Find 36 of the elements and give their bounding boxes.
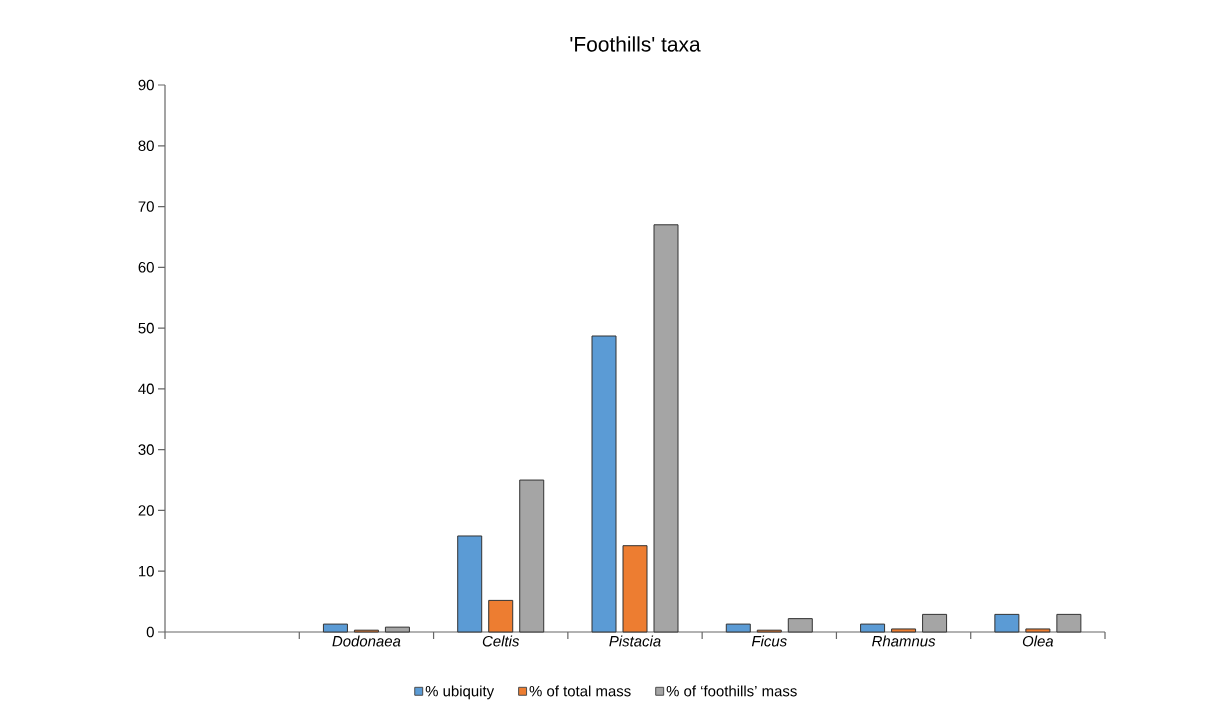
bar bbox=[653, 224, 679, 633]
bar bbox=[1056, 613, 1082, 633]
bar bbox=[384, 626, 410, 633]
bar bbox=[725, 623, 751, 633]
bar bbox=[787, 618, 813, 633]
y-tick-label: 40 bbox=[138, 383, 154, 395]
bar bbox=[1025, 628, 1051, 633]
bar bbox=[891, 628, 917, 633]
y-tick-label: 80 bbox=[138, 140, 154, 152]
x-tick-label: Pistacia bbox=[609, 635, 661, 647]
legend-label: % of total mass bbox=[529, 685, 631, 697]
y-tick-label: 90 bbox=[138, 79, 154, 91]
bar bbox=[591, 335, 617, 633]
x-tick-label: Olea bbox=[1022, 635, 1054, 647]
y-tick-label: 70 bbox=[138, 201, 154, 212]
x-tick-label: Celtis bbox=[482, 635, 520, 647]
legend-label: % of ‘foothills’ mass bbox=[666, 685, 797, 697]
bar bbox=[457, 535, 483, 633]
bar bbox=[488, 599, 514, 633]
bar bbox=[519, 479, 545, 633]
y-tick-label: 60 bbox=[138, 262, 154, 273]
x-tick-label: Rhamnus bbox=[872, 635, 936, 647]
y-tick-label: 50 bbox=[138, 322, 154, 334]
y-tick-label: 10 bbox=[139, 565, 154, 577]
bar bbox=[922, 613, 948, 633]
chart-title: 'Foothills' taxa bbox=[570, 36, 701, 52]
bar bbox=[994, 613, 1020, 633]
x-tick-label: Ficus bbox=[751, 635, 787, 647]
x-tick-label: Dodonaea bbox=[332, 635, 401, 647]
legend-label: % ubiquity bbox=[425, 685, 495, 700]
bar bbox=[322, 623, 348, 633]
y-tick-label: 0 bbox=[146, 626, 154, 638]
bar bbox=[860, 623, 886, 633]
y-tick-label: 20 bbox=[138, 505, 154, 516]
y-tick-label: 30 bbox=[138, 444, 154, 455]
bar bbox=[622, 545, 648, 633]
